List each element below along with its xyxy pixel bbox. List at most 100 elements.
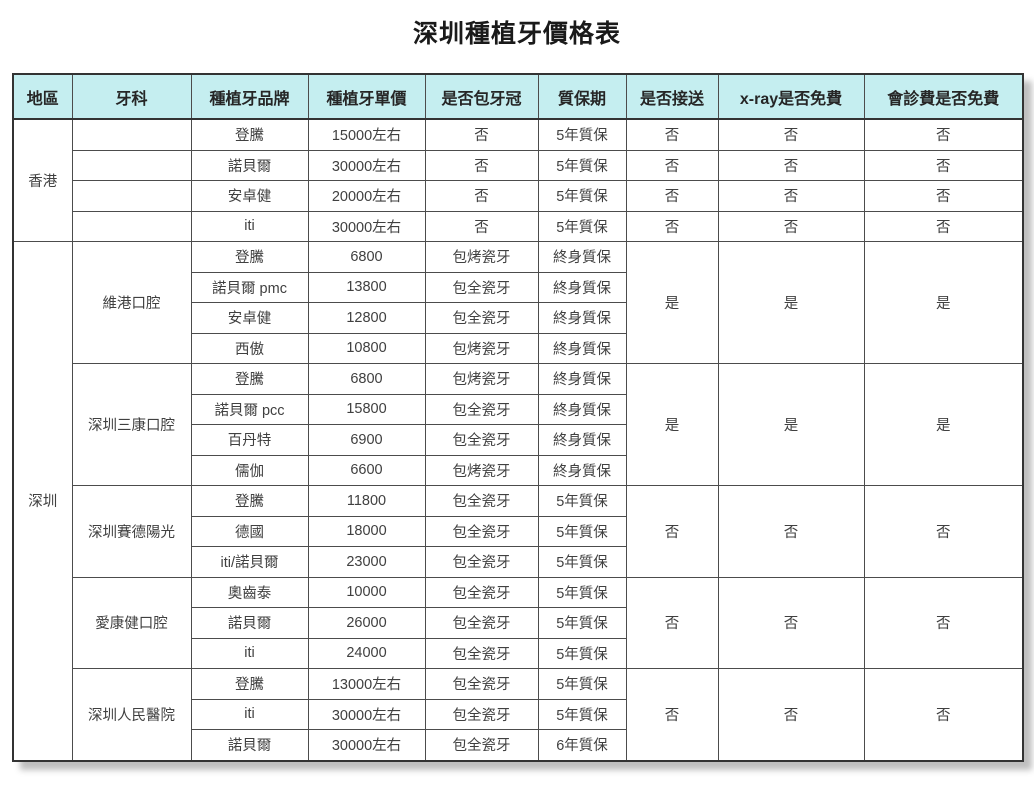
cell-clinic (71, 149, 192, 181)
cell-brand: 百丹特 (190, 424, 309, 456)
cell-consult: 否 (863, 576, 1024, 669)
cell-brand: 諾貝爾 (190, 607, 309, 639)
cell-price: 10000 (307, 576, 426, 608)
cell-price: 30000左右 (307, 729, 426, 761)
cell-warranty: 5年質保 (537, 210, 627, 242)
cell-price: 20000左右 (307, 180, 426, 212)
table-row: 深圳人民醫院 登騰 13000左右 包全瓷牙 5年質保否否否 (13, 668, 1024, 761)
cell-clinic (71, 180, 192, 212)
cell-crown: 包全瓷牙 (424, 393, 539, 425)
cell-crown: 包全瓷牙 (424, 515, 539, 547)
cell-price: 30000左右 (307, 698, 426, 730)
cell-crown: 包全瓷牙 (424, 668, 539, 700)
cell-crown: 否 (424, 118, 539, 151)
table-row: 諾貝爾 pcc 15800 包全瓷牙 終身質保 (13, 393, 1023, 425)
header-warranty: 質保期 (537, 73, 627, 120)
cell-xray: 否 (717, 118, 865, 151)
cell-price: 15000左右 (307, 118, 426, 151)
cell-warranty: 5年質保 (537, 515, 627, 547)
table-row: iti 30000左右否 5年質保否否否 (13, 210, 1024, 242)
cell-crown: 包全瓷牙 (424, 729, 539, 761)
cell-warranty: 5年質保 (537, 637, 627, 669)
page: 深圳種植牙價格表 地區 牙科 種植牙品牌 種植牙單價 是否包牙冠 質保期 是否接送 x-ray… (0, 14, 1034, 762)
cell-crown: 否 (424, 149, 539, 181)
cell-xray: 是 (717, 241, 865, 364)
cell-pickup: 否 (625, 149, 719, 181)
cell-crown: 否 (424, 210, 539, 242)
cell-warranty: 5年質保 (537, 668, 627, 700)
cell-warranty: 5年質保 (537, 546, 627, 578)
table-row: 深圳三康口腔 登騰 6800 包烤瓷牙 終身質保是是是 (13, 363, 1024, 486)
cell-crown: 包全瓷牙 (424, 485, 539, 517)
cell-crown: 包烤瓷牙 (424, 454, 539, 486)
cell-consult: 否 (863, 485, 1024, 578)
header-xray: x-ray是否免費 (717, 73, 865, 120)
table-row: 諾貝爾 26000 包全瓷牙 5年質保 (13, 607, 1023, 639)
cell-crown: 包烤瓷牙 (424, 363, 539, 395)
cell-region: 香港 (12, 118, 73, 242)
cell-warranty: 終身質保 (537, 424, 627, 456)
cell-pickup: 否 (625, 668, 719, 761)
cell-warranty: 終身質保 (537, 271, 627, 303)
cell-warranty: 5年質保 (537, 576, 627, 608)
header-clinic: 牙科 (71, 73, 192, 120)
cell-xray: 否 (717, 576, 865, 669)
cell-xray: 否 (717, 668, 865, 761)
cell-brand: 諾貝爾 pmc (190, 271, 309, 303)
cell-brand: iti (190, 210, 309, 242)
cell-crown: 包全瓷牙 (424, 546, 539, 578)
cell-crown: 包烤瓷牙 (424, 241, 539, 273)
cell-pickup: 否 (625, 118, 719, 151)
cell-clinic: 維港口腔 (71, 241, 192, 364)
cell-warranty: 終身質保 (537, 332, 627, 364)
cell-price: 13000左右 (307, 668, 426, 700)
cell-warranty: 6年質保 (537, 729, 627, 761)
cell-brand: 登騰 (190, 118, 309, 151)
cell-price: 26000 (307, 607, 426, 639)
table-row: 愛康健口腔 奧齒泰 10000 包全瓷牙 5年質保否否否 (13, 576, 1024, 669)
table-row: 諾貝爾 pmc 13800 包全瓷牙 終身質保 (13, 271, 1023, 303)
cell-price: 24000 (307, 637, 426, 669)
cell-price: 6800 (307, 241, 426, 273)
cell-crown: 包全瓷牙 (424, 424, 539, 456)
cell-warranty: 終身質保 (537, 454, 627, 486)
table-row: iti 30000左右 包全瓷牙 5年質保 (13, 698, 1023, 730)
price-table: 地區 牙科 種植牙品牌 種植牙單價 是否包牙冠 質保期 是否接送 x-ray是否免費 會診費是否… (12, 73, 1024, 762)
table-row: 諾貝爾 30000左右否 5年質保否否否 (13, 149, 1024, 181)
cell-price: 6900 (307, 424, 426, 456)
cell-consult: 否 (863, 210, 1024, 242)
table-row: 深圳 維港口腔 登騰 6800 包烤瓷牙 終身質保是是是 (12, 241, 1024, 761)
table-row: 儒伽 6600 包烤瓷牙 終身質保 (13, 454, 1023, 486)
cell-warranty: 5年質保 (537, 118, 627, 151)
cell-crown: 包全瓷牙 (424, 698, 539, 730)
cell-consult: 否 (863, 180, 1024, 212)
cell-price: 10800 (307, 332, 426, 364)
cell-xray: 否 (717, 210, 865, 242)
table-row: 安卓健 20000左右否 5年質保否否否 (13, 180, 1024, 212)
cell-xray: 否 (717, 485, 865, 578)
cell-crown: 包全瓷牙 (424, 607, 539, 639)
cell-clinic: 深圳賽德陽光 (71, 485, 192, 578)
cell-brand: 諾貝爾 pcc (190, 393, 309, 425)
cell-xray: 否 (717, 149, 865, 181)
cell-clinic: 深圳三康口腔 (71, 363, 192, 486)
cell-xray: 是 (717, 363, 865, 486)
cell-clinic: 深圳人民醫院 (71, 668, 192, 761)
cell-price: 30000左右 (307, 149, 426, 181)
cell-price: 13800 (307, 271, 426, 303)
cell-brand: 奧齒泰 (190, 576, 309, 608)
cell-brand: 安卓健 (190, 180, 309, 212)
table-row: 安卓健 12800 包全瓷牙 終身質保 (13, 302, 1023, 334)
cell-brand: 安卓健 (190, 302, 309, 334)
cell-crown: 包全瓷牙 (424, 576, 539, 608)
cell-brand: 登騰 (190, 668, 309, 700)
cell-price: 15800 (307, 393, 426, 425)
page-title: 深圳種植牙價格表 (412, 20, 621, 48)
table-row: 香港 登騰 15000左右否 5年質保否否否 (12, 118, 1024, 242)
cell-xray: 否 (717, 180, 865, 212)
header-price: 種植牙單價 (307, 73, 426, 120)
cell-price: 6800 (307, 363, 426, 395)
table-row: 諾貝爾 30000左右 包全瓷牙 6年質保 (13, 729, 1023, 761)
cell-brand: iti (190, 637, 309, 669)
cell-consult: 是 (863, 241, 1024, 364)
